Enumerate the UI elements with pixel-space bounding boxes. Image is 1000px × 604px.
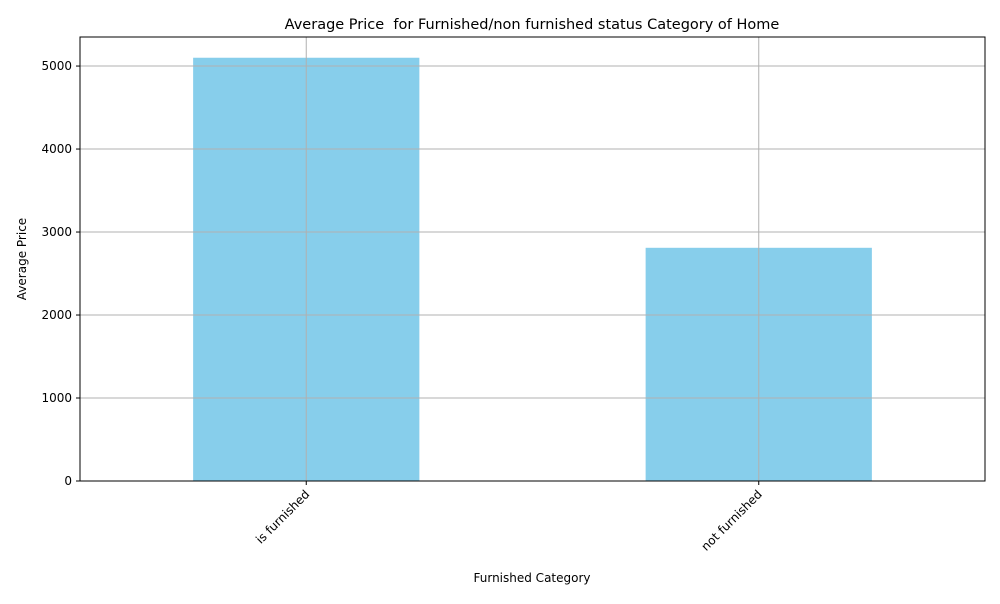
- x-axis-title: Furnished Category: [474, 571, 591, 585]
- x-tick-label: is furnished: [253, 487, 312, 546]
- bar-layer: [193, 57, 872, 481]
- y-tick-label: 3000: [41, 225, 72, 239]
- y-axis-ticks: 0 1000 2000 3000 4000 5000: [41, 59, 80, 488]
- y-tick-label: 2000: [41, 308, 72, 322]
- y-tick-label: 5000: [41, 59, 72, 73]
- y-tick-label: 1000: [41, 391, 72, 405]
- y-axis-title: Average Price: [15, 218, 29, 300]
- plot-frame: [79, 36, 986, 482]
- x-axis-ticks: is furnished not furnished: [253, 481, 765, 554]
- chart-title: Average Price for Furnished/non furnishe…: [285, 17, 780, 33]
- y-tick-label: 0: [64, 474, 72, 488]
- y-tick-label: 4000: [41, 142, 72, 156]
- x-tick-label: not furnished: [699, 487, 765, 553]
